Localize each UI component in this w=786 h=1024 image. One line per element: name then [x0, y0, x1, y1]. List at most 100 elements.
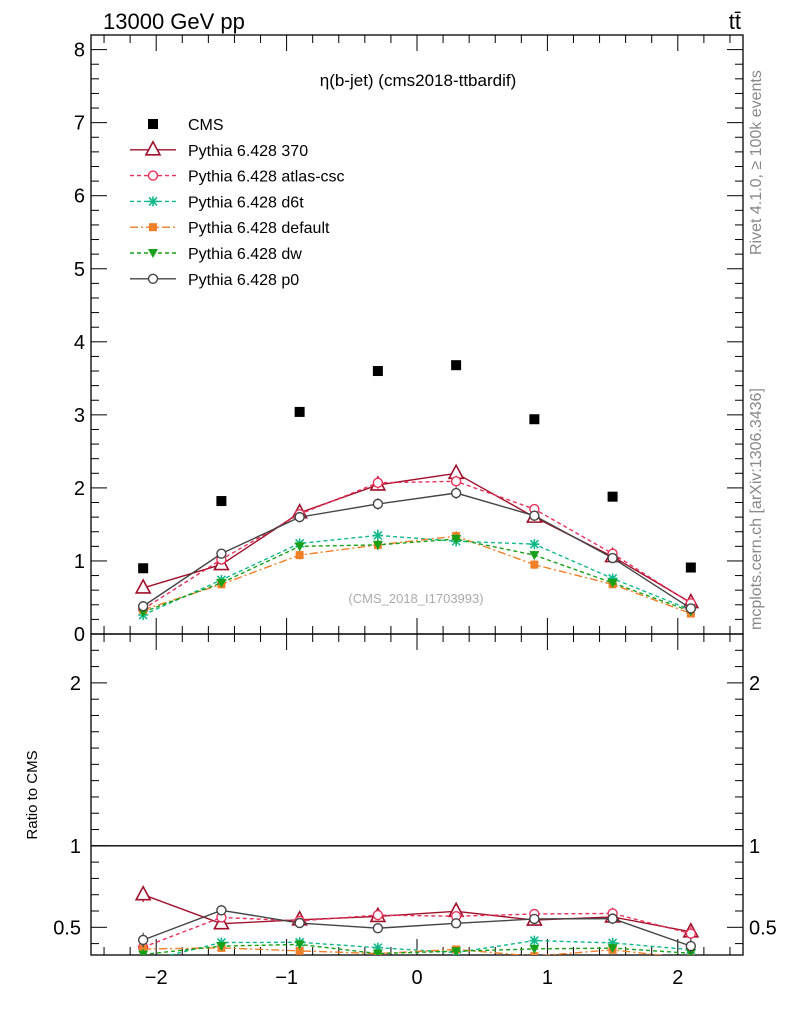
ratio-point [685, 928, 697, 939]
main-y-tick-label: 1 [74, 551, 85, 573]
x-tick-label: −2 [145, 967, 168, 989]
legend-marker [148, 119, 158, 129]
series-line [142, 534, 692, 616]
legend-marker [147, 273, 159, 284]
ratio-point [216, 905, 227, 916]
legend-label: Pythia 6.428 p0 [188, 272, 299, 289]
ratio-point [294, 917, 305, 929]
ratio-point [607, 937, 618, 948]
series-point [294, 542, 305, 552]
main-y-tick-label: 6 [74, 186, 85, 208]
mcplots-label: mcplots.cern.ch [arXiv:1306.3436] [748, 388, 765, 630]
ratio-series-line [167, 939, 691, 955]
cms-data-point [685, 562, 696, 573]
main-x-axis [103, 35, 731, 634]
ratio-point [607, 913, 618, 924]
series-point [294, 511, 305, 523]
cms-data [138, 360, 696, 574]
cms-data-point [451, 360, 462, 371]
ratio-panel: 0.5 0.5 1 1 2 2 −2 −1 0 1 2 Ratio to CMS [24, 633, 777, 989]
ratio-point [294, 940, 305, 950]
ratio-point [685, 940, 697, 952]
legend-marker [148, 249, 158, 258]
energy-label: 13000 GeV pp [103, 9, 245, 34]
ratio-plot-area [91, 845, 743, 967]
ratio-series-line [142, 894, 691, 933]
ratio-point [529, 935, 540, 946]
ratio-point [295, 946, 304, 955]
ratio-series-line [143, 943, 691, 955]
ratio-series-4 [138, 940, 696, 955]
series-point [607, 552, 618, 564]
ratio-y-label: Ratio to CMS [24, 750, 41, 839]
ratio-point [607, 944, 618, 954]
main-y-tick-label: 8 [74, 40, 85, 62]
process-label: tt̄ [729, 9, 741, 34]
ratio-point [529, 944, 540, 954]
legend-entry-1: Pythia 6.428 atlas-csc [130, 169, 345, 186]
ratio-point [138, 950, 149, 955]
legend-marker [144, 140, 162, 156]
ratio-series-line [143, 947, 665, 955]
series-point [450, 476, 462, 487]
ratio-point [137, 934, 149, 946]
series-point [216, 548, 227, 559]
ratio-point [372, 942, 383, 953]
main-y-tick-label: 3 [74, 405, 85, 427]
x-tick-label: 2 [672, 967, 683, 989]
series-point [295, 551, 304, 560]
legend-entry-5: Pythia 6.428 p0 [130, 272, 299, 289]
legend-label: Pythia 6.428 atlas-csc [188, 169, 345, 186]
ratio-x-axis: −2 −1 0 1 2 [103, 634, 731, 989]
legend-marker [149, 223, 157, 232]
legend-entry-cms: CMS [148, 117, 224, 134]
series-point [372, 498, 384, 510]
ratio-y-tick-label: 1 [70, 836, 81, 858]
cms-data-point [138, 563, 149, 574]
series-point [529, 539, 540, 550]
ratio-y-tick-label-right: 0.5 [749, 917, 777, 939]
cms-data-point [607, 491, 618, 502]
cms-data-point [216, 496, 227, 507]
main-y-tick-label: 4 [74, 332, 85, 354]
series-point [450, 487, 462, 499]
series-line [142, 472, 692, 604]
series-point [529, 551, 540, 561]
ratio-y-tick-label-right: 1 [749, 836, 760, 858]
series-point [216, 578, 227, 588]
legend-label: Pythia 6.428 370 [188, 143, 308, 160]
cms-data-point [372, 366, 383, 377]
main-y-tick-label: 2 [74, 478, 85, 500]
ratio-y-tick-label: 0.5 [53, 917, 81, 939]
plot-title: η(b-jet) (cms2018-ttbardif) [320, 71, 517, 90]
legend-entry-4: Pythia 6.428 dw [130, 246, 302, 263]
ratio-series-5 [137, 904, 697, 954]
main-y-tick-label: 0 [74, 624, 85, 646]
ratio-point [529, 913, 540, 925]
series-line [142, 538, 692, 613]
ratio-y-tick-label-right: 2 [749, 673, 760, 695]
main-panel: 0 1 2 3 4 5 6 7 8 η(b-jet) (cms2018-ttbardif) (C… [74, 34, 744, 646]
series-5 [137, 487, 697, 614]
ratio-point [372, 949, 383, 955]
main-y-tick-label: 7 [74, 113, 85, 135]
legend: CMS Pythia 6.428 370 Pythia 6.428 atlas-cs… [130, 117, 345, 289]
series-point [607, 573, 618, 584]
series-point [372, 540, 383, 550]
x-tick-label: −1 [275, 967, 298, 989]
x-tick-label: 0 [411, 967, 422, 989]
analysis-watermark: (CMS_2018_I1703993) [348, 591, 483, 606]
series-2 [138, 529, 696, 621]
main-plot-area [134, 360, 700, 621]
ratio-series-line [142, 912, 692, 948]
ratio-panel-frame [90, 633, 744, 956]
legend-marker [148, 196, 158, 207]
main-y-tick-label: 5 [74, 259, 85, 281]
legend-entry-2: Pythia 6.428 d6t [130, 194, 304, 211]
ratio-point [134, 885, 152, 901]
legend-label: Pythia 6.428 dw [188, 246, 302, 263]
ratio-point [138, 957, 148, 967]
series-point [607, 578, 618, 588]
x-tick-label: 1 [542, 967, 553, 989]
ratio-point [450, 918, 462, 929]
